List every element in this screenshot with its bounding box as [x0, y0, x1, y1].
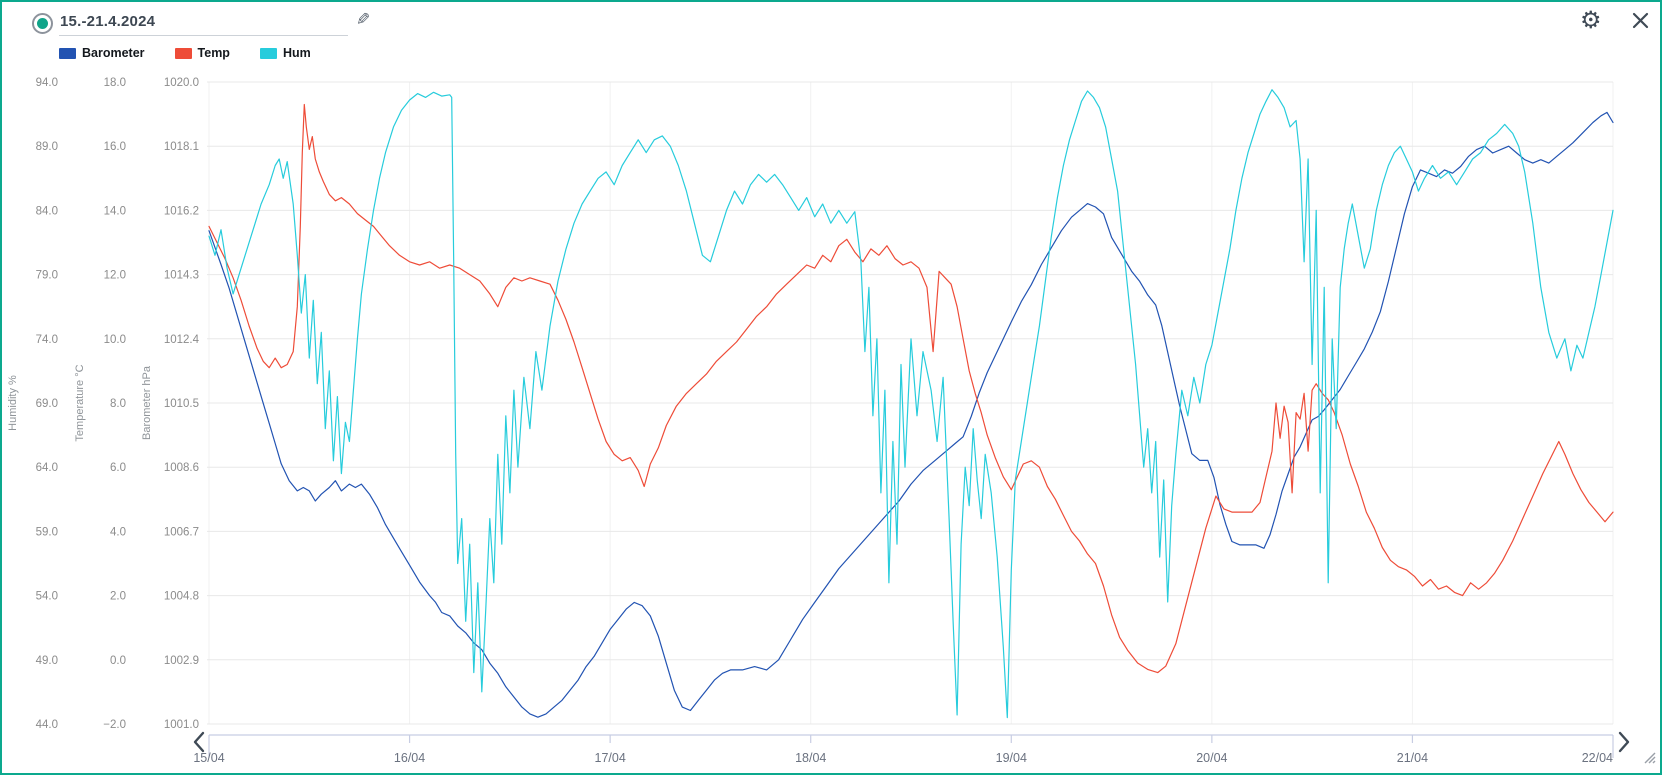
y-tick-hum: 64.0 — [36, 462, 58, 474]
radio-selected-dot — [37, 18, 48, 29]
y-tick-temp: 18.0 — [104, 77, 126, 89]
chevron-left-icon[interactable] — [193, 731, 205, 753]
y-tick-hum: 79.0 — [36, 270, 58, 282]
y-tick-baro: 1001.0 — [164, 719, 199, 731]
gear-icon[interactable]: ⚙ — [1580, 7, 1602, 34]
y-tick-baro: 1002.9 — [164, 655, 199, 667]
legend-swatch — [59, 47, 76, 59]
resize-grip[interactable] — [1642, 750, 1656, 769]
x-date-label: 18/04 — [795, 751, 826, 765]
legend-label: Hum — [282, 46, 311, 60]
y-tick-baro: 1006.7 — [164, 526, 199, 538]
close-icon[interactable] — [1632, 12, 1649, 34]
y-tick-hum: 44.0 — [36, 719, 58, 731]
y-tick-temp: −2.0 — [103, 719, 126, 731]
y-tick-hum: 54.0 — [36, 591, 58, 603]
x-date-label: 15/04 — [193, 751, 224, 765]
y-tick-temp: 14.0 — [104, 205, 126, 217]
legend-label: Barometer — [82, 46, 145, 60]
y-tick-hum: 49.0 — [36, 655, 58, 667]
x-date-label: 22/04 — [1582, 751, 1613, 765]
y-tick-temp: 6.0 — [110, 462, 126, 474]
x-date-label: 16/04 — [394, 751, 425, 765]
axis-title-baro: Barometer hPa — [141, 365, 153, 440]
y-tick-baro: 1012.4 — [164, 334, 200, 346]
legend-swatch — [174, 47, 192, 59]
y-tick-baro: 1020.0 — [164, 77, 199, 89]
legend-item-temp[interactable]: Temp — [174, 46, 230, 60]
y-tick-hum: 59.0 — [36, 526, 58, 538]
y-tick-hum: 74.0 — [36, 334, 58, 346]
y-tick-temp: 16.0 — [104, 141, 126, 153]
legend-item-hum[interactable]: Hum — [259, 46, 311, 60]
series-barometer-line — [208, 111, 1614, 718]
legend-label: Temp — [197, 46, 230, 60]
y-tick-temp: 4.0 — [110, 526, 126, 538]
y-tick-baro: 1008.6 — [164, 462, 199, 474]
y-tick-temp: 0.0 — [110, 655, 126, 667]
period-radio-button[interactable] — [32, 13, 53, 34]
date-range-underline — [59, 35, 348, 36]
y-tick-temp: 12.0 — [104, 270, 126, 282]
y-tick-temp: 2.0 — [110, 591, 126, 603]
legend-item-barometer[interactable]: Barometer — [59, 46, 145, 60]
y-tick-baro: 1016.2 — [164, 205, 199, 217]
x-date-label: 21/04 — [1397, 751, 1428, 765]
series-temp-line — [208, 103, 1614, 674]
axis-title-temp: Temperature °C — [74, 364, 86, 441]
series-hum-line — [208, 89, 1614, 719]
y-tick-temp: 10.0 — [104, 334, 126, 346]
axis-title-hum: Humidity % — [7, 375, 19, 431]
y-tick-hum: 69.0 — [36, 398, 58, 410]
y-tick-baro: 1010.5 — [164, 398, 199, 410]
y-tick-hum: 84.0 — [36, 205, 58, 217]
y-tick-temp: 8.0 — [110, 398, 126, 410]
chevron-right-icon[interactable] — [1618, 731, 1630, 753]
y-tick-hum: 94.0 — [36, 77, 58, 89]
x-date-label: 20/04 — [1196, 751, 1227, 765]
chart-legend: Barometer Temp Hum — [59, 46, 311, 60]
legend-swatch — [259, 47, 277, 59]
date-range-field[interactable]: 15.-21.4.2024 — [60, 13, 156, 30]
y-tick-baro: 1004.8 — [164, 591, 199, 603]
x-date-label: 17/04 — [595, 751, 626, 765]
y-tick-hum: 89.0 — [36, 141, 58, 153]
y-tick-baro: 1014.3 — [164, 270, 199, 282]
y-tick-baro: 1018.1 — [164, 141, 199, 153]
x-date-label: 19/04 — [996, 751, 1027, 765]
